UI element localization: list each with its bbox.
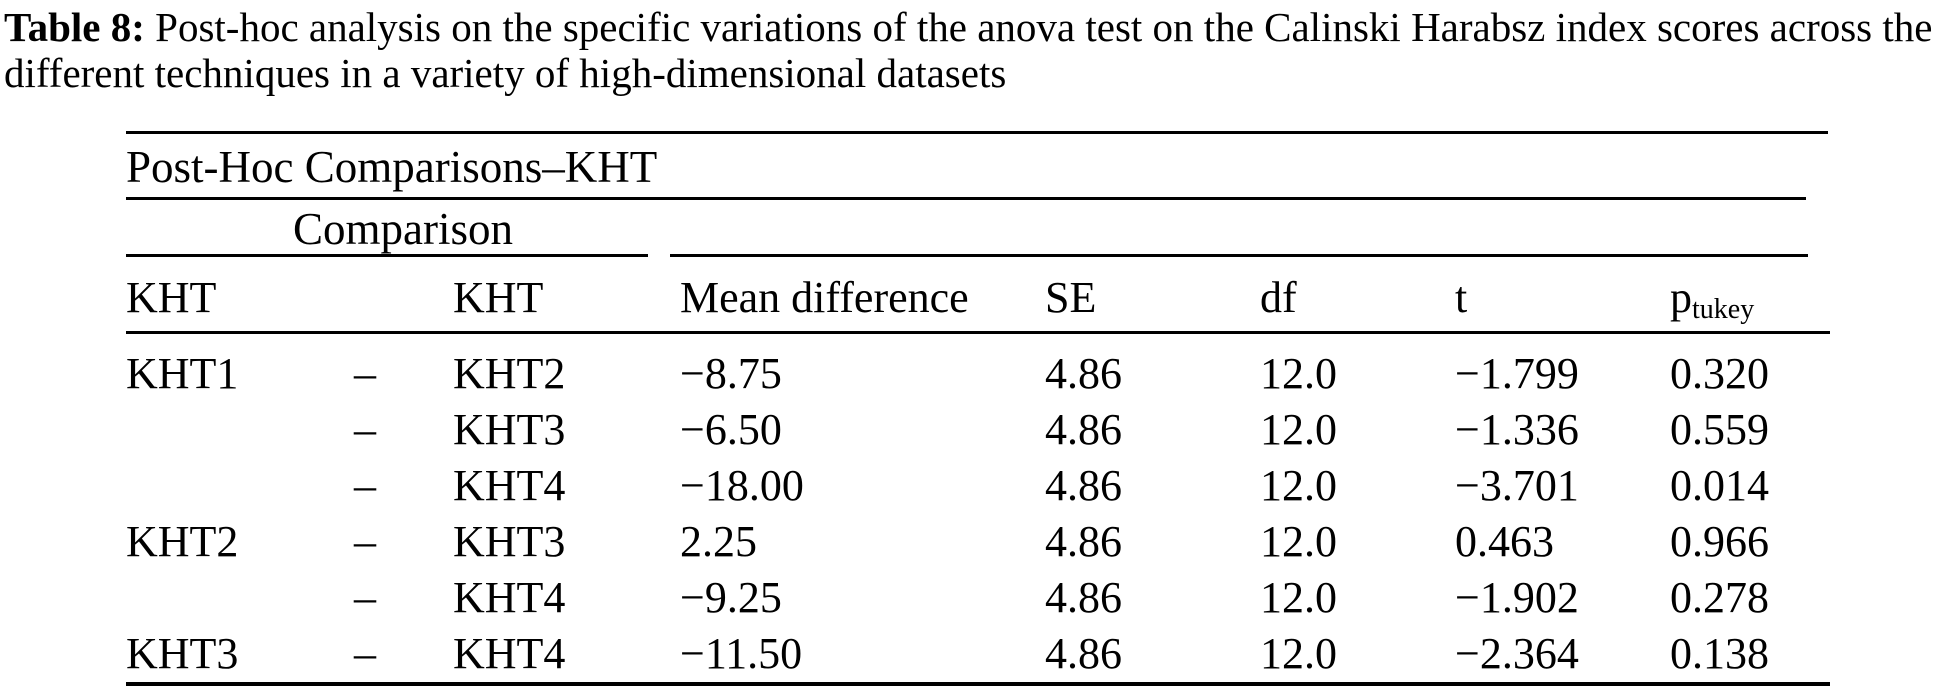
cell-t: −1.336 (1455, 405, 1579, 454)
cell-vs: KHT3 (453, 517, 566, 566)
cell-df: 12.0 (1260, 517, 1337, 566)
table-rule-top (126, 131, 1828, 134)
cell-group: KHT2 (126, 517, 239, 566)
cell-mean-difference: −6.50 (680, 405, 782, 454)
cell-mean-difference: 2.25 (680, 517, 757, 566)
cell-df: 12.0 (1260, 461, 1337, 510)
table-rule-under-header (126, 331, 1830, 334)
cell-p: 0.559 (1670, 405, 1769, 454)
cell-p: 0.014 (1670, 461, 1769, 510)
column-header-kht-right: KHT (453, 273, 544, 322)
table-row: KHT1 – KHT2 −8.75 4.86 12.0 −1.799 0.320 (126, 346, 1830, 402)
cell-mean-difference: −18.00 (680, 461, 804, 510)
cell-se: 4.86 (1045, 461, 1122, 510)
table-row: – KHT3 −6.50 4.86 12.0 −1.336 0.559 (126, 402, 1830, 458)
cell-vs: KHT2 (453, 349, 566, 398)
p-header-subscript: tukey (1692, 294, 1755, 326)
column-header-p-tukey: ptukey (1670, 272, 1830, 331)
column-header-mean-difference: Mean difference (680, 273, 969, 322)
cell-df: 12.0 (1260, 573, 1337, 622)
table-rule-bottom (126, 682, 1830, 686)
cell-t: −1.902 (1455, 573, 1579, 622)
cell-mean-difference: −8.75 (680, 349, 782, 398)
caption-text: Post-hoc analysis on the specific variat… (4, 4, 1933, 96)
column-header-spacer (354, 323, 453, 331)
cell-mean-difference: −9.25 (680, 573, 782, 622)
cell-df: 12.0 (1260, 349, 1337, 398)
cell-vs: KHT4 (453, 461, 566, 510)
cell-p: 0.320 (1670, 349, 1769, 398)
cell-group: KHT1 (126, 349, 239, 398)
column-header-kht-left: KHT (126, 273, 217, 322)
stats-overline-rule (670, 254, 1808, 257)
cell-t: −2.364 (1455, 629, 1579, 678)
table-rule-split (126, 254, 1830, 257)
cell-dash: – (354, 517, 376, 566)
post-hoc-table: Post-Hoc Comparisons–KHT Comparison KHT … (126, 131, 1830, 686)
cell-dash: – (354, 461, 376, 510)
cell-p: 0.138 (1670, 629, 1769, 678)
cell-df: 12.0 (1260, 405, 1337, 454)
table-title: Post-Hoc Comparisons–KHT (126, 142, 658, 192)
column-header-t: t (1455, 273, 1468, 322)
cell-t: 0.463 (1455, 517, 1554, 566)
rule-gap (648, 254, 670, 257)
table-row: KHT3 – KHT4 −11.50 4.86 12.0 −2.364 0.13… (126, 626, 1830, 682)
table-caption: Table 8: Post-hoc analysis on the specif… (4, 4, 1952, 96)
cell-group (126, 570, 354, 626)
cell-se: 4.86 (1045, 405, 1122, 454)
p-header-base: p (1670, 273, 1692, 322)
cell-vs: KHT4 (453, 573, 566, 622)
cell-df: 12.0 (1260, 629, 1337, 678)
cell-p: 0.966 (1670, 517, 1769, 566)
cell-se: 4.86 (1045, 629, 1122, 678)
table-row: – KHT4 −18.00 4.86 12.0 −3.701 0.014 (126, 458, 1830, 514)
table-body: KHT1 – KHT2 −8.75 4.86 12.0 −1.799 0.320… (126, 334, 1830, 682)
cell-mean-difference: −11.50 (680, 629, 803, 678)
cell-p: 0.278 (1670, 573, 1769, 622)
table-rule-under-title (126, 197, 1806, 200)
column-header-row: KHT KHT Mean difference SE df t ptukey (126, 257, 1830, 331)
cell-group: KHT3 (126, 629, 239, 678)
table-row: – KHT4 −9.25 4.86 12.0 −1.902 0.278 (126, 570, 1830, 626)
cell-dash: – (354, 629, 376, 678)
cell-dash: – (354, 349, 376, 398)
cell-se: 4.86 (1045, 349, 1122, 398)
cell-t: −3.701 (1455, 461, 1579, 510)
comparison-underline-rule (126, 254, 648, 257)
comparison-spanner-row: Comparison (126, 200, 1830, 254)
cell-group (126, 458, 354, 514)
cell-vs: KHT3 (453, 405, 566, 454)
column-header-df: df (1260, 273, 1297, 322)
cell-vs: KHT4 (453, 629, 566, 678)
cell-dash: – (354, 573, 376, 622)
column-header-se: SE (1045, 273, 1097, 322)
cell-se: 4.86 (1045, 573, 1122, 622)
comparison-spanner-label: Comparison (293, 204, 513, 254)
cell-se: 4.86 (1045, 517, 1122, 566)
cell-t: −1.799 (1455, 349, 1579, 398)
table-row: KHT2 – KHT3 2.25 4.86 12.0 0.463 0.966 (126, 514, 1830, 570)
cell-group (126, 402, 354, 458)
caption-label: Table 8: (4, 4, 145, 50)
cell-dash: – (354, 405, 376, 454)
